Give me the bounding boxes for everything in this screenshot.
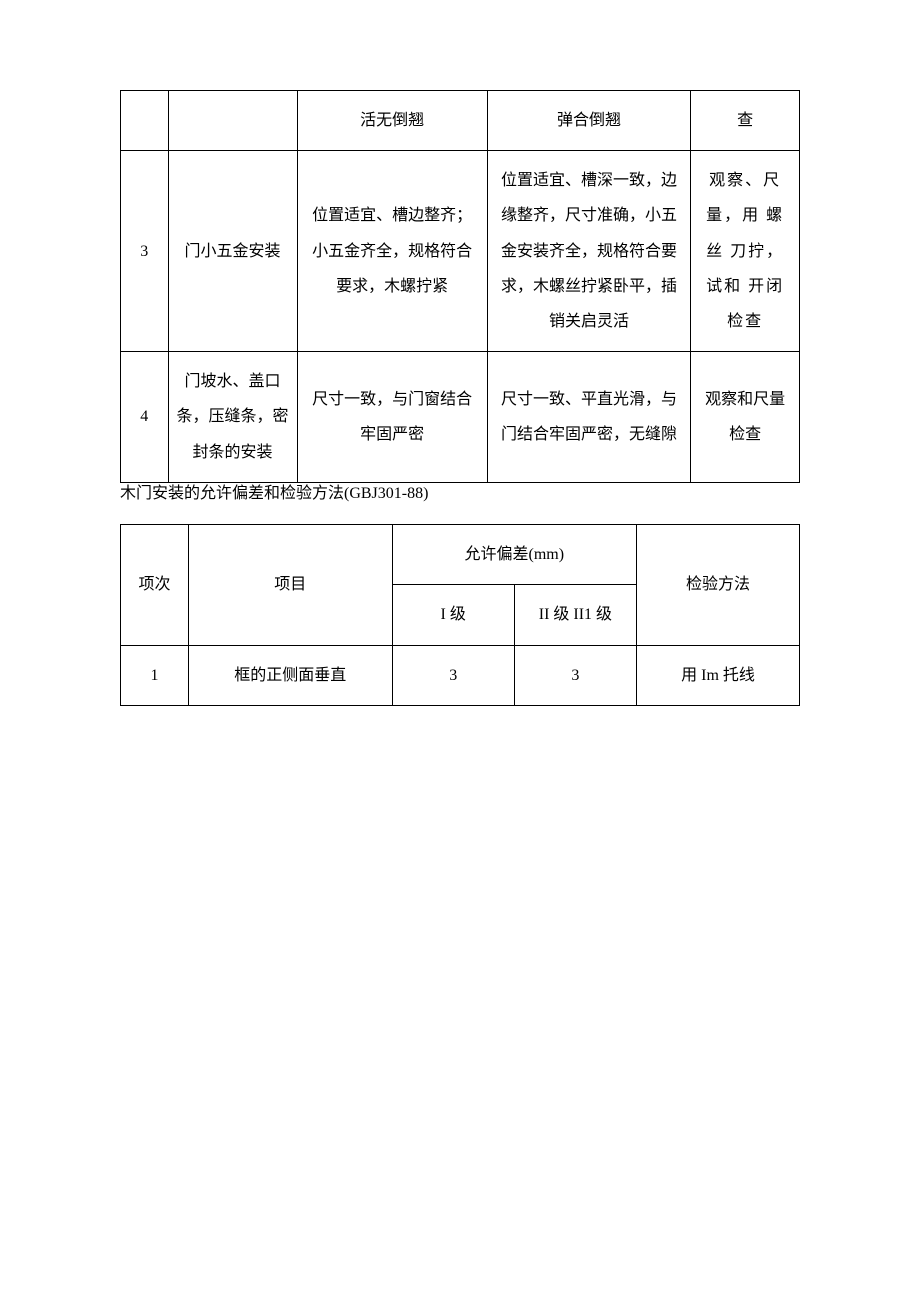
cell-grade2: 弹合倒翘 (487, 91, 691, 151)
table-row: 活无倒翘 弹合倒翘 查 (121, 91, 800, 151)
cell-grade2: 位置适宜、槽深一致，边缘整齐，尺寸准确，小五金安装齐全，规格符合要求，木螺丝拧紧… (487, 151, 691, 352)
cell-method: 观察和尺量检查 (691, 352, 800, 483)
cell-method: 查 (691, 91, 800, 151)
header-col5: 检验方法 (637, 525, 800, 645)
header-col2: 项目 (188, 525, 392, 645)
table-header-row: 项次 项目 允许偏差(mm) 检验方法 (121, 525, 800, 585)
cell-method: 用 Im 托线 (637, 645, 800, 705)
cell-idx: 4 (121, 352, 169, 483)
cell-grade1: 活无倒翘 (297, 91, 487, 151)
cell-idx: 1 (121, 645, 189, 705)
cell-grade1: 3 (392, 645, 514, 705)
table-caption: 木门安装的允许偏差和检验方法(GBJ301-88) (120, 481, 800, 507)
cell-grade2: 3 (514, 645, 636, 705)
table-row: 1 框的正侧面垂直 3 3 用 Im 托线 (121, 645, 800, 705)
table-row: 3 门小五金安装 位置适宜、槽边整齐；小五金齐全，规格符合要求，木螺拧紧 位置适… (121, 151, 800, 352)
header-col4: II 级 II1 级 (514, 585, 636, 645)
cell-grade1: 尺寸一致，与门窗结合牢固严密 (297, 352, 487, 483)
cell-grade2: 尺寸一致、平直光滑，与门结合牢固严密，无缝隙 (487, 352, 691, 483)
document-page: 活无倒翘 弹合倒翘 查 3 门小五金安装 位置适宜、槽边整齐；小五金齐全，规格符… (0, 0, 920, 766)
cell-item: 门小五金安装 (168, 151, 297, 352)
quality-table: 活无倒翘 弹合倒翘 查 3 门小五金安装 位置适宜、槽边整齐；小五金齐全，规格符… (120, 90, 800, 483)
table-row: 4 门坡水、盖口条，压缝条，密封条的安装 尺寸一致，与门窗结合牢固严密 尺寸一致… (121, 352, 800, 483)
cell-method: 观察、尺量，用 螺丝 刀拧，试和 开闭 检查 (691, 151, 800, 352)
cell-item: 框的正侧面垂直 (188, 645, 392, 705)
cell-grade1: 位置适宜、槽边整齐；小五金齐全，规格符合要求，木螺拧紧 (297, 151, 487, 352)
cell-item (168, 91, 297, 151)
cell-idx (121, 91, 169, 151)
header-group: 允许偏差(mm) (392, 525, 636, 585)
tolerance-table: 项次 项目 允许偏差(mm) 检验方法 I 级 II 级 II1 级 1 框的正… (120, 524, 800, 706)
header-col1: 项次 (121, 525, 189, 645)
header-col3: I 级 (392, 585, 514, 645)
cell-item: 门坡水、盖口条，压缝条，密封条的安装 (168, 352, 297, 483)
cell-idx: 3 (121, 151, 169, 352)
